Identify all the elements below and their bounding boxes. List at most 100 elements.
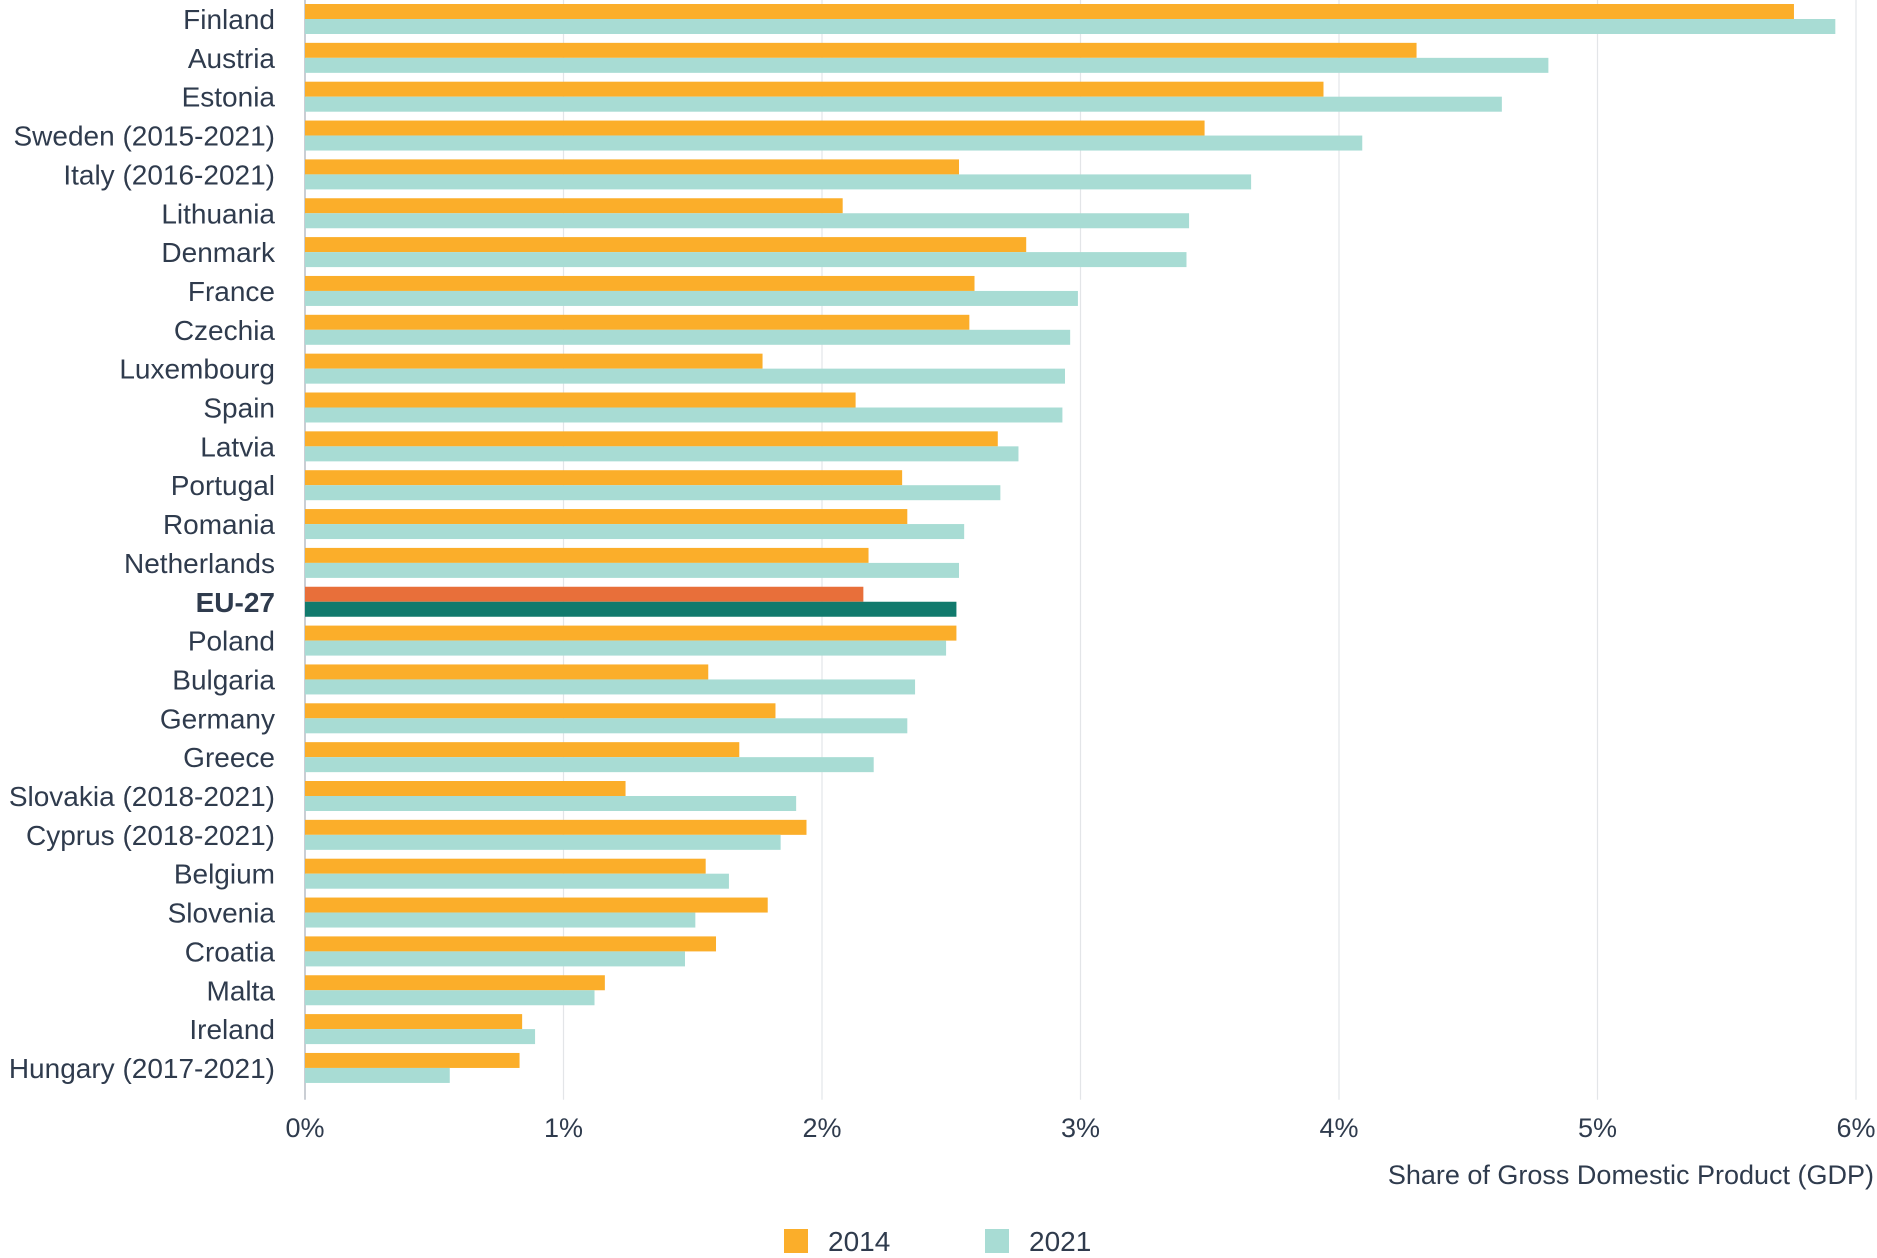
bar-2014 — [305, 353, 763, 369]
bar-2021 — [305, 757, 874, 773]
bar-2014 — [305, 897, 768, 913]
bar-2014 — [305, 858, 706, 874]
bar-2014 — [305, 975, 605, 991]
category-label: Spain — [203, 393, 275, 424]
category-label: France — [188, 276, 275, 307]
legend-swatch — [985, 1229, 1009, 1253]
bar-2021 — [305, 640, 947, 656]
x-tick-label: 3% — [1061, 1113, 1100, 1143]
bar-2021 — [305, 796, 797, 811]
x-tick-label: 0% — [285, 1113, 324, 1143]
category-label: Romania — [163, 509, 275, 540]
x-tick-label: 2% — [802, 1113, 841, 1143]
category-label: Malta — [207, 975, 276, 1006]
bar-2021 — [305, 834, 781, 850]
bar-2021 — [305, 368, 1065, 384]
bar-2021 — [305, 873, 729, 889]
x-tick-label: 1% — [544, 1113, 583, 1143]
x-tick-labels: 0% 1% 2% 3% 4% 5% 6% — [285, 1113, 1875, 1143]
bar-2021 — [305, 990, 595, 1006]
bar-2021 — [305, 329, 1071, 345]
bar-2014 — [305, 392, 856, 408]
bar-2021 — [305, 718, 908, 734]
category-label: Croatia — [185, 936, 276, 967]
bar-2014 — [305, 431, 998, 447]
legend-swatch — [784, 1229, 808, 1253]
category-label: Portugal — [171, 470, 275, 501]
bar-2021 — [305, 912, 696, 928]
bar-2021 — [305, 252, 1187, 268]
bar-2014 — [305, 120, 1205, 136]
bar-2014 — [305, 42, 1417, 58]
bar-2021 — [305, 446, 1019, 462]
bar-2014 — [305, 936, 717, 952]
category-label: Luxembourg — [119, 354, 275, 385]
category-labels: Finland Austria Estonia Sweden (2015-2021) I… — [9, 4, 276, 1084]
bar-2014 — [305, 703, 776, 719]
legend-label: 2021 — [1029, 1226, 1091, 1257]
bar-2021 — [305, 96, 1502, 112]
bar-2014 — [305, 4, 1794, 19]
category-label: Bulgaria — [172, 664, 275, 695]
bar-2014 — [305, 586, 864, 602]
category-label: Slovenia — [168, 898, 276, 929]
bar-2021 — [305, 290, 1078, 306]
bar-2014 — [305, 314, 970, 330]
bar-2014 — [305, 198, 843, 214]
bar-2014 — [305, 819, 807, 835]
bar-2014 — [305, 159, 960, 175]
bar-2014 — [305, 1014, 523, 1030]
category-label: Germany — [160, 703, 275, 734]
category-label: Hungary (2017-2021) — [9, 1053, 275, 1084]
bar-2014 — [305, 625, 957, 641]
bar-2014 — [305, 509, 908, 525]
bar-2021 — [305, 407, 1063, 423]
x-tick-label: 4% — [1319, 1113, 1358, 1143]
bar-2021 — [305, 679, 916, 695]
legend-label: 2014 — [828, 1226, 890, 1257]
category-label: Czechia — [174, 315, 276, 346]
category-label: Netherlands — [124, 548, 275, 579]
bar-2021 — [305, 485, 1001, 501]
bar-2014 — [305, 547, 869, 563]
bar-2014 — [305, 742, 740, 758]
bar-2014 — [305, 275, 975, 291]
bar-2021 — [305, 1029, 536, 1045]
bar-2014 — [305, 81, 1324, 97]
category-label: Greece — [183, 742, 275, 773]
category-label: Estonia — [182, 82, 276, 113]
category-label: Lithuania — [161, 198, 275, 229]
bar-2021 — [305, 57, 1549, 73]
bars — [305, 4, 1836, 1083]
bar-2021 — [305, 135, 1363, 151]
category-label: Austria — [188, 43, 276, 74]
category-label: Sweden (2015-2021) — [13, 121, 275, 152]
category-label: Slovakia (2018-2021) — [9, 781, 275, 812]
category-label: Belgium — [174, 859, 275, 890]
category-label: Latvia — [200, 431, 275, 462]
bar-2021 — [305, 19, 1836, 34]
bar-2021 — [305, 213, 1190, 229]
bar-2014 — [305, 470, 903, 486]
category-label: Denmark — [161, 237, 276, 268]
bar-2021 — [305, 601, 957, 617]
category-label: Poland — [188, 626, 275, 657]
x-tick-label: 5% — [1578, 1113, 1617, 1143]
category-label: Cyprus (2018-2021) — [26, 820, 275, 851]
bar-2014 — [305, 237, 1027, 253]
bar-2014 — [305, 664, 709, 680]
bar-2021 — [305, 524, 965, 540]
bar-2014 — [305, 1052, 520, 1068]
bar-2021 — [305, 174, 1252, 190]
x-axis-title: Share of Gross Domestic Product (GDP) — [1388, 1160, 1874, 1190]
bar-2021 — [305, 951, 685, 967]
bar-2014 — [305, 781, 626, 796]
category-label: EU-27 — [196, 587, 275, 618]
legend: 2014 2021 — [784, 1226, 1091, 1257]
bar-2021 — [305, 562, 960, 578]
category-label: Ireland — [189, 1014, 275, 1045]
bar-2021 — [305, 1067, 450, 1083]
x-tick-label: 6% — [1836, 1113, 1875, 1143]
category-label: Italy (2016-2021) — [63, 159, 275, 190]
